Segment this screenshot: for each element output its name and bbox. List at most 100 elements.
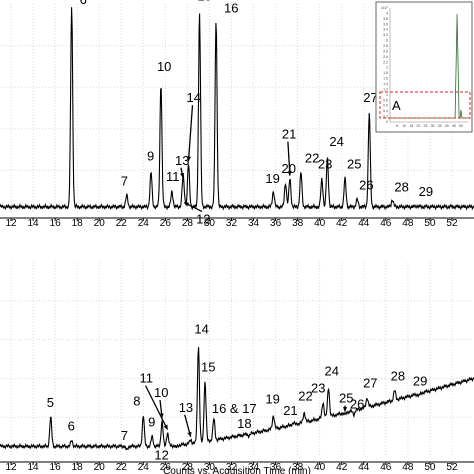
peak-arrow-head bbox=[186, 156, 191, 162]
inset-y-tick-label: 2.2 bbox=[383, 60, 388, 64]
peak-label: 18 bbox=[237, 416, 251, 431]
inset-y-tick-label: 0.4 bbox=[383, 109, 388, 113]
peak-label: 14 bbox=[194, 322, 208, 337]
x-tick-label: 50 bbox=[424, 462, 436, 473]
peak-label: 24 bbox=[324, 364, 338, 379]
x-tick-label: 30 bbox=[204, 462, 216, 473]
peak-label: 6 bbox=[68, 418, 75, 433]
inset-y-tick-label: 1 bbox=[386, 93, 388, 97]
peak-label: 8 bbox=[133, 393, 140, 408]
inset-x-tick-label: 25 bbox=[424, 124, 428, 128]
peak-label: 14 bbox=[186, 90, 200, 105]
x-tick-label: 40 bbox=[314, 218, 326, 229]
peak-arrow-head bbox=[187, 431, 192, 437]
x-tick-label: 12 bbox=[5, 218, 17, 229]
peak-label: 9 bbox=[148, 415, 155, 430]
peak-label: 28 bbox=[394, 180, 408, 195]
peak-label: 15 bbox=[201, 359, 215, 374]
peak-label: 29 bbox=[413, 374, 427, 389]
inset-y-tick-label: 2 bbox=[386, 66, 388, 70]
inset-label: A bbox=[392, 98, 401, 113]
peak-label: 23 bbox=[318, 157, 332, 172]
peak-arrow-head bbox=[180, 173, 185, 178]
inset-y-tick-label: 0 bbox=[386, 120, 388, 124]
inset-y-tick-label: 1.6 bbox=[383, 77, 388, 81]
inset-y-tick-label: 3.8 bbox=[383, 17, 388, 21]
x-tick-label: 34 bbox=[248, 218, 260, 229]
peak-label: 29 bbox=[419, 184, 433, 199]
inset-y-tick-label: 1.4 bbox=[383, 82, 388, 86]
peak-arrow bbox=[287, 141, 291, 176]
inset-x-tick-label: 5 bbox=[396, 124, 398, 128]
peak-label: 10 bbox=[154, 385, 168, 400]
x-tick-label: 14 bbox=[28, 462, 40, 473]
x-tick-label: 16 bbox=[50, 462, 62, 473]
peak-label: 27 bbox=[363, 90, 377, 105]
x-tick-label: 42 bbox=[336, 462, 348, 473]
inset-y-tick-label: 3.4 bbox=[383, 28, 388, 32]
x-tick-label: 36 bbox=[270, 462, 282, 473]
x-tick-label: 30 bbox=[204, 218, 216, 229]
peak-label: 28 bbox=[391, 368, 405, 383]
x-tick-label: 22 bbox=[116, 218, 128, 229]
x-axis-title: Counts vs. Acquisition Time (min) bbox=[163, 466, 311, 474]
peak-label: 27 bbox=[363, 376, 377, 391]
x-tick-label: 14 bbox=[28, 218, 40, 229]
x-tick-label: 40 bbox=[314, 462, 326, 473]
x-tick-label: 52 bbox=[446, 218, 458, 229]
inset-y-tick-label: 1.2 bbox=[383, 87, 388, 91]
x-tick-label: 48 bbox=[402, 462, 414, 473]
inset-x-tick-label: 40 bbox=[445, 124, 449, 128]
chromatogram-trace bbox=[0, 347, 474, 451]
peak-label: 22 bbox=[298, 389, 312, 404]
peak-label: 21 bbox=[283, 403, 297, 418]
x-tick-label: 18 bbox=[72, 462, 84, 473]
peak-label: 26 bbox=[359, 178, 373, 193]
x-tick-label: 34 bbox=[248, 462, 260, 473]
peak-label: 22 bbox=[305, 150, 319, 165]
x-tick-label: 32 bbox=[226, 218, 238, 229]
peak-label: 23 bbox=[311, 380, 325, 395]
peak-label: 25 bbox=[339, 391, 353, 406]
x-tick-label: 42 bbox=[336, 218, 348, 229]
peak-arrow-head bbox=[287, 171, 292, 176]
peak-label: 11 bbox=[140, 371, 154, 386]
top-chromatogram-panel: 12 14 16 18 20 22 24 26 28 30 32 34 36 38 40 42 44 46 48 50… bbox=[0, 0, 474, 229]
x-tick-label: 32 bbox=[226, 462, 238, 473]
x-tick-label: 26 bbox=[160, 218, 172, 229]
x-tick-label: 38 bbox=[292, 218, 304, 229]
peak-label: 12 bbox=[196, 212, 210, 227]
x-tick-label: 36 bbox=[270, 218, 282, 229]
inset-y-tick-label: 4 bbox=[386, 11, 388, 15]
inset-x-tick-label: 20 bbox=[416, 124, 420, 128]
inset-x-tick-label: 10 bbox=[402, 124, 406, 128]
inset-x-tick-label: 45 bbox=[452, 124, 456, 128]
x-tick-label: 20 bbox=[94, 462, 106, 473]
inset-y-tick-label: 1.8 bbox=[383, 71, 388, 75]
peak-label: 24 bbox=[329, 134, 343, 149]
x-tick-label: 28 bbox=[182, 462, 194, 473]
chromatogram-trace bbox=[0, 7, 474, 211]
inset-y-tick-label: 3 bbox=[386, 39, 388, 43]
peak-label: 7 bbox=[121, 173, 128, 188]
peak-label: 15 bbox=[198, 0, 212, 3]
peak-label: 6 bbox=[80, 0, 87, 7]
inset-y-tick-label: 0.2 bbox=[383, 115, 388, 119]
x-tick-label: 22 bbox=[116, 462, 128, 473]
peak-label: 21 bbox=[282, 127, 296, 142]
inset-y-tick-label: x10⁷ bbox=[381, 6, 389, 10]
x-tick-label: 20 bbox=[94, 218, 106, 229]
peak-label: 16 bbox=[224, 1, 238, 16]
inset-zoom-region bbox=[379, 91, 471, 119]
peak-arrow bbox=[187, 105, 194, 162]
peak-label: 13 bbox=[175, 153, 189, 168]
inset-x-tick-label: 50 bbox=[459, 124, 463, 128]
inset-y-tick-label: 3.6 bbox=[383, 22, 388, 26]
peak-label: 5 bbox=[47, 395, 54, 410]
peak-label: 10 bbox=[157, 59, 171, 74]
inset-y-tick-label: 0.6 bbox=[383, 104, 388, 108]
x-tick-label: 12 bbox=[5, 462, 17, 473]
x-tick-label: 52 bbox=[446, 462, 458, 473]
